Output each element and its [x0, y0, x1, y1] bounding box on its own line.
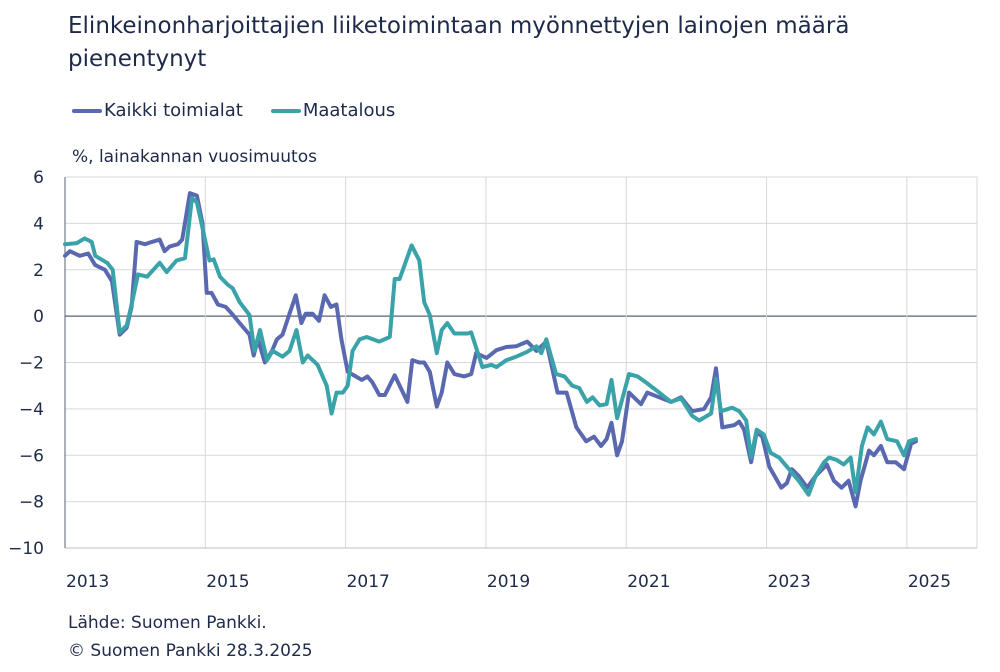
copyright-text: © Suomen Pankki 28.3.2025: [68, 641, 313, 661]
y-tick-label: 6: [33, 168, 44, 188]
x-tick-label: 2025: [908, 572, 951, 592]
chart-title: Elinkeinonharjoittajien liiketoimintaan …: [68, 13, 850, 72]
x-tick-label: 2017: [347, 572, 390, 592]
y-axis-label: %, lainakannan vuosimuutos: [72, 147, 317, 167]
series-line-kaikki-toimialat: [63, 191, 918, 509]
x-tick-label: 2015: [206, 572, 249, 592]
y-tick-label: 0: [33, 307, 44, 327]
y-tick-label: −6: [19, 446, 44, 466]
y-tick-label: −10: [8, 539, 44, 559]
x-tick-label: 2023: [768, 572, 811, 592]
y-tick-label: −4: [19, 400, 44, 420]
legend-item-maatalous: Maatalous: [270, 100, 396, 121]
source-note: Lähde: Suomen Pankki. © Suomen Pankki 28…: [68, 609, 313, 665]
legend-swatch: [270, 108, 301, 113]
y-tick-label: 2: [33, 261, 44, 281]
legend-label: Maatalous: [302, 100, 396, 121]
y-tick-label: −2: [19, 354, 44, 374]
series-line-maatalous: [63, 195, 918, 497]
x-tick-label: 2019: [487, 572, 530, 592]
source-text: Lähde: Suomen Pankki.: [68, 613, 267, 633]
y-tick-label: −8: [19, 493, 44, 513]
legend-label: Kaikki toimialat: [104, 100, 243, 121]
legend-item-kaikki: Kaikki toimialat: [72, 100, 243, 121]
y-tick-label: 4: [33, 214, 44, 234]
legend: Kaikki toimialat Maatalous: [72, 100, 395, 121]
x-tick-label: 2021: [627, 572, 670, 592]
x-tick-label: 2013: [66, 572, 109, 592]
legend-swatch: [72, 108, 102, 113]
